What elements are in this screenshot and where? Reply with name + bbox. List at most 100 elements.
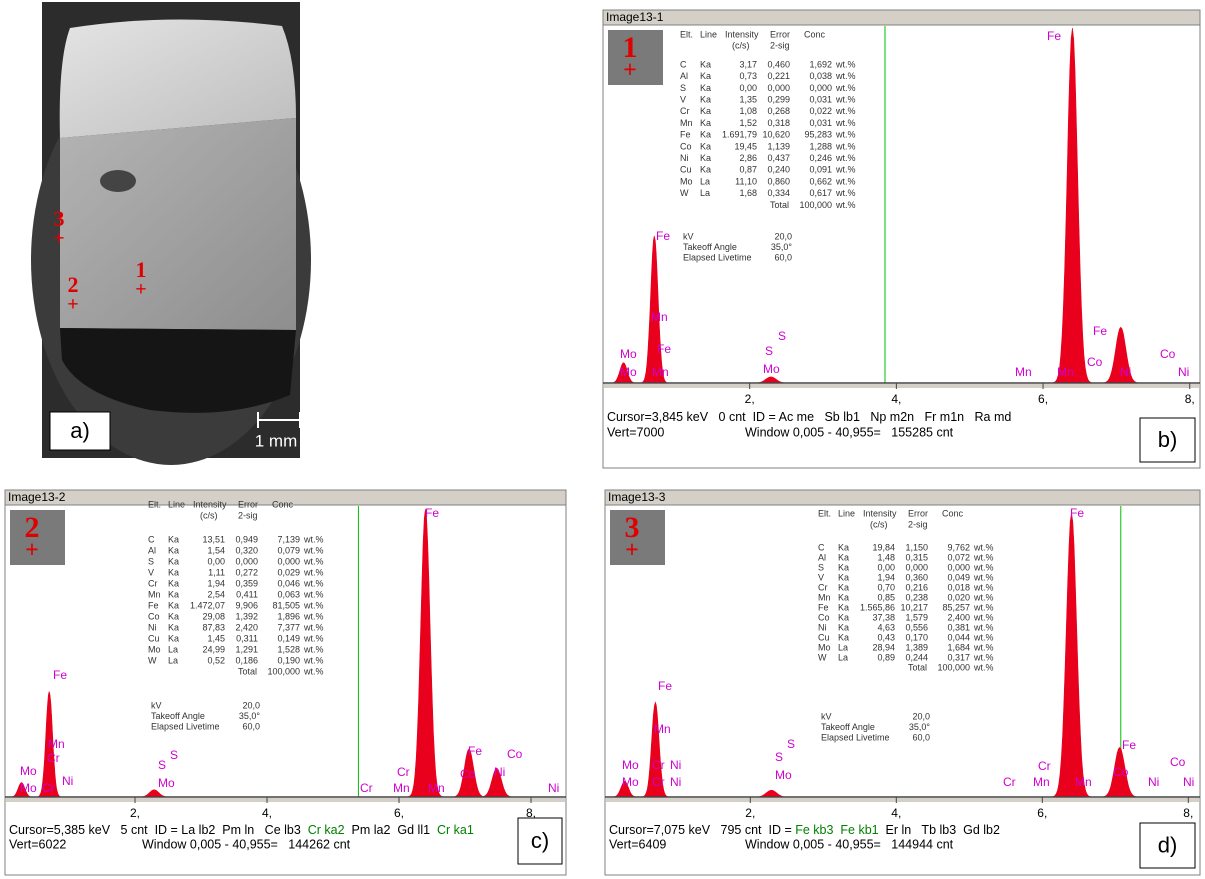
eds-panel: Image13-2 2, 4, 6, 8, 2+ Elt. Line Intensity(c/s… [4, 489, 567, 876]
table-cell: 3,17 [739, 59, 757, 69]
table-header: Elt. [818, 508, 831, 518]
setting-name: Takeoff Angle [683, 242, 737, 252]
table-cell: wt.% [303, 644, 324, 654]
table-cell: 1,08 [739, 106, 757, 116]
window-count: Window 0,005 - 40,955= 144262 cnt [142, 837, 351, 851]
table-cell: 1,68 [739, 188, 757, 198]
peak-label: Mn [651, 310, 668, 324]
panel-label: c) [531, 828, 549, 853]
table-cell: 7,139 [277, 534, 300, 544]
table-cell: Al [680, 71, 688, 81]
eds-panel: Image13-3 2, 4, 6, 8, 3+ Elt. Line Intensity(c/s… [604, 489, 1201, 876]
x-tick-label: 2, [130, 806, 140, 820]
table-cell: Ni [148, 622, 157, 632]
table-header: Error [238, 499, 258, 509]
setting-value: 60,0 [242, 721, 260, 731]
table-header: Line [168, 499, 185, 509]
peak-label: S [787, 737, 795, 751]
table-cell: Ka [700, 106, 711, 116]
table-total: Total [908, 662, 927, 672]
table-cell: 0,000 [235, 556, 258, 566]
table-cell: Ka [168, 545, 179, 555]
table-cell: 0,170 [905, 632, 928, 642]
peak-label: Fe [1093, 324, 1107, 338]
table-header: Line [700, 29, 717, 39]
table-header: (c/s) [732, 40, 750, 50]
x-tick-label: 4, [891, 392, 901, 406]
table-cell: 4,63 [877, 622, 895, 632]
table-cell: 0,000 [277, 556, 300, 566]
table-cell: Cu [148, 633, 160, 643]
table-cell: 0,85 [877, 592, 895, 602]
spectrum-peak [35, 691, 63, 798]
peak-label: Cr [360, 781, 373, 795]
table-cell: Ka [838, 612, 849, 622]
site-number: 2 [68, 272, 79, 297]
table-cell: 13,51 [202, 534, 225, 544]
table-header: 2-sig [770, 40, 790, 50]
table-cell: Ka [168, 622, 179, 632]
table-cell: wt.% [835, 153, 856, 163]
table-cell: 0,272 [235, 567, 258, 577]
table-cell: Al [818, 552, 826, 562]
table-cell: wt.% [973, 632, 994, 642]
site-badge [610, 510, 665, 565]
vert-scale: Vert=7000 [607, 425, 664, 439]
x-tick-label: 6, [394, 806, 404, 820]
table-cell: C [818, 542, 825, 552]
table-cell: Co [148, 611, 160, 621]
table-cell: wt.% [973, 602, 994, 612]
table-cell: 1,52 [739, 118, 757, 128]
spectrum-peak [406, 509, 445, 798]
table-cell: Ka [168, 600, 179, 610]
setting-name: kV [151, 700, 162, 710]
sem-edge [59, 19, 296, 138]
table-cell: Ka [168, 534, 179, 544]
table-cell: Ka [838, 602, 849, 612]
sem-spot [100, 170, 136, 192]
table-cell: 1,389 [905, 642, 928, 652]
peak-label: Mn [428, 781, 445, 795]
table-cell: wt.% [835, 165, 856, 175]
table-cell: 1,11 [208, 567, 225, 577]
table-cell: 0,221 [767, 71, 790, 81]
table-cell: Ka [838, 542, 849, 552]
peak-label: Mo [775, 768, 792, 782]
peak-label: Mo [763, 362, 780, 376]
setting-name: kV [683, 231, 694, 241]
table-cell: 0,318 [767, 118, 790, 128]
table-total: wt.% [973, 662, 994, 672]
table-cell: 0,268 [767, 106, 790, 116]
peak-label: Mo [622, 775, 639, 789]
site-number: 1 [623, 31, 638, 64]
spectrum-peak [640, 701, 671, 798]
x-tick-label: 8, [526, 806, 536, 820]
table-cell: 0,360 [905, 572, 928, 582]
table-cell: 0,617 [809, 188, 832, 198]
table-total: 100,000 [937, 662, 970, 672]
table-cell: Ka [700, 165, 711, 175]
setting-name: Elapsed Livetime [151, 721, 220, 731]
table-cell: La [700, 188, 710, 198]
spectrum-peak [450, 748, 488, 798]
panel-label-box [1139, 822, 1196, 869]
peak-label: Ni [548, 781, 559, 795]
peak-label: S [170, 748, 178, 762]
setting-name: Elapsed Livetime [821, 732, 890, 742]
peak-label: Fe [425, 506, 439, 520]
table-cell: Cu [818, 632, 830, 642]
table-cell: 10,620 [762, 130, 790, 140]
peak-label: Mn [1057, 365, 1074, 379]
table-cell: 0,046 [277, 578, 300, 588]
x-tick-label: 4, [262, 806, 272, 820]
peak-label: Ni [1183, 775, 1194, 789]
vert-scale: Vert=6409 [609, 837, 666, 851]
table-cell: Ni [680, 153, 689, 163]
table-cell: 0,031 [809, 118, 832, 128]
peak-label: Ni [1120, 365, 1131, 379]
table-cell: 0,359 [235, 578, 258, 588]
peak-label: Co [1113, 765, 1129, 779]
setting-value: 35,0° [771, 242, 793, 252]
